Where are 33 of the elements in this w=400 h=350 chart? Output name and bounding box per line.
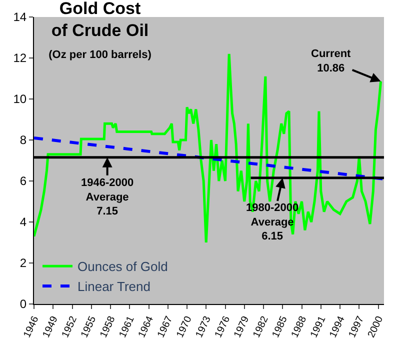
chart-title: Gold Cost of Crude Oil — [51, 0, 149, 40]
x-tick-label: 1982 — [251, 314, 271, 340]
x-tick-label: 1991 — [308, 314, 328, 340]
x-tick-label: 1970 — [174, 314, 194, 340]
text: (Oz per 100 barrels) — [48, 49, 152, 62]
x-tick-label: 2000 — [366, 314, 386, 340]
y-tick-label: 0 — [20, 297, 27, 312]
x-tick-label: 1985 — [270, 314, 290, 340]
y-tick-label: 12 — [13, 51, 27, 66]
x-tick-label: 1952 — [60, 314, 80, 340]
y-tick-label: 8 — [20, 133, 27, 148]
y-tick-label: 4 — [20, 215, 27, 230]
legend-label: Ounces of Gold — [78, 259, 168, 274]
y-tick-label: 2 — [20, 256, 27, 270]
x-tick-label: 1973 — [194, 314, 214, 340]
x-tick-label: 1958 — [98, 314, 118, 340]
y-tick-label: 14 — [13, 10, 27, 24]
x-tick-label: 1994 — [328, 314, 348, 340]
x-tick-label: 1961 — [118, 314, 138, 340]
x-tick-label: 1976 — [213, 314, 233, 340]
x-tick-label: 1949 — [41, 314, 61, 340]
annotation: 1946-2000 Average 7.15 — [81, 177, 134, 218]
x-tick-label: 1997 — [347, 314, 367, 340]
annotation: Current 10.86 — [311, 48, 352, 74]
x-tick-label: 1988 — [290, 314, 310, 340]
y-tick-label: 10 — [13, 92, 27, 106]
legend-label: Linear Trend — [78, 279, 150, 294]
x-tick-label: 1979 — [232, 314, 252, 340]
x-tick-label: 1967 — [156, 314, 176, 340]
x-tick-label: 1964 — [136, 314, 156, 340]
y-tick-label: 6 — [20, 174, 27, 188]
x-tick-label: 1946 — [22, 314, 42, 340]
x-tick-label: 1955 — [79, 314, 99, 340]
